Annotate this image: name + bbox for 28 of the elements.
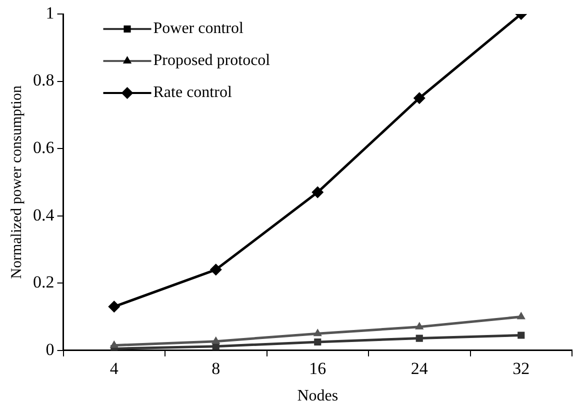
x-tick-label: 16	[309, 359, 326, 378]
point	[415, 322, 424, 330]
point	[108, 300, 120, 313]
x-tick-label: 32	[512, 359, 530, 378]
y-tick-label: 0.2	[33, 272, 54, 292]
point	[313, 328, 322, 336]
y-tick-label: 0.8	[33, 70, 54, 90]
x-tick-label: 4	[110, 359, 119, 378]
point	[413, 92, 426, 104]
y-tick-label: 0.4	[33, 205, 55, 224]
point	[210, 264, 222, 276]
point	[416, 334, 423, 342]
point	[312, 186, 324, 198]
y-tick-label: 1	[46, 3, 54, 22]
point	[518, 332, 525, 339]
x-tick-label: 24	[410, 359, 428, 378]
legend-label: Rate control	[153, 84, 232, 102]
point	[212, 336, 220, 344]
y-tick-label: 0	[46, 340, 54, 359]
legend-label: Power control	[153, 20, 244, 38]
x-axis-title: Nodes	[297, 388, 338, 405]
point	[110, 340, 118, 348]
point	[314, 338, 322, 346]
y-axis-title: Normalized power consumption	[8, 85, 25, 279]
y-tick-label: 0.6	[33, 138, 54, 158]
legend-label: Proposed protocol	[153, 52, 271, 70]
x-tick-label: 8	[212, 359, 220, 378]
point	[516, 312, 526, 320]
